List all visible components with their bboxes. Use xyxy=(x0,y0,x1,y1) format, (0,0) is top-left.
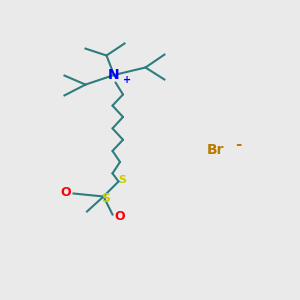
Text: N: N xyxy=(108,68,120,82)
Text: Br: Br xyxy=(207,143,225,157)
Text: +: + xyxy=(123,75,132,85)
Text: O: O xyxy=(115,209,125,223)
Text: S: S xyxy=(101,192,110,206)
Text: O: O xyxy=(61,185,71,199)
Text: -: - xyxy=(235,137,242,152)
Text: S: S xyxy=(118,175,126,185)
